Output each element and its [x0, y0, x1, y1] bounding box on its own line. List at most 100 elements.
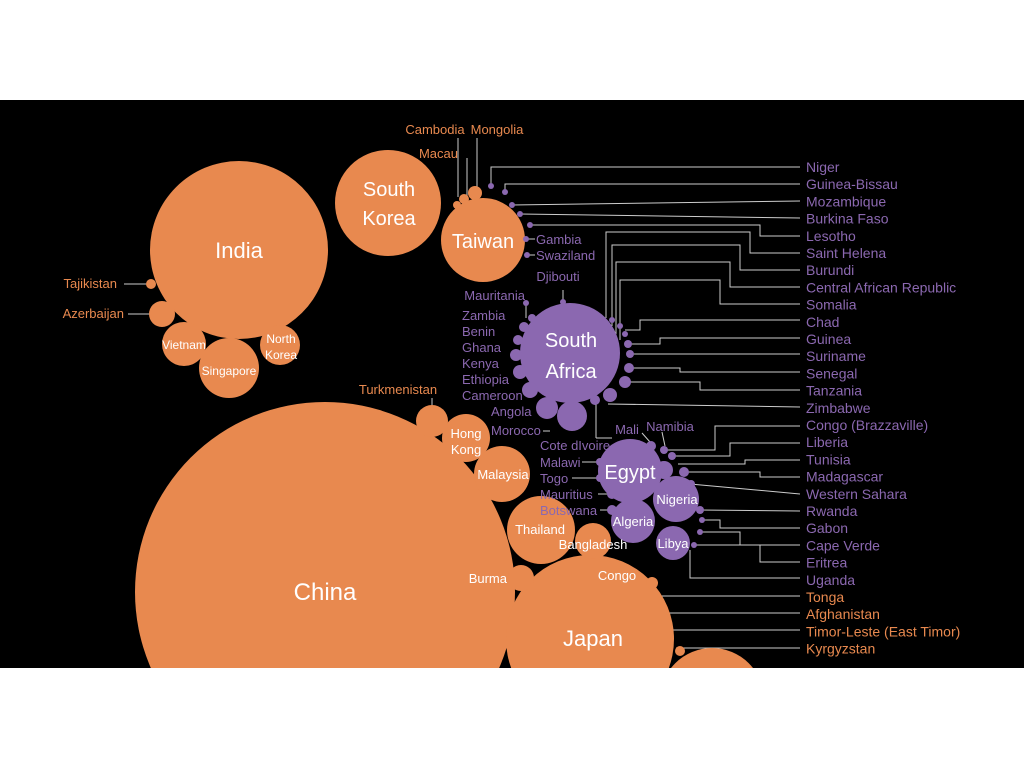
bubble-north-korea — [260, 325, 300, 365]
right-list-item: Niger — [806, 159, 840, 175]
right-list-item: Gabon — [806, 520, 848, 536]
bubble-cambodia — [453, 201, 461, 209]
bubble-south-africa — [520, 303, 620, 403]
bubble-india — [150, 161, 328, 339]
bubble-macau — [459, 194, 469, 204]
bubble-kenya — [510, 349, 522, 361]
label-thailand: Thailand — [515, 522, 565, 537]
bubble-burkina-faso — [517, 211, 523, 217]
right-list-item: Congo (Brazzaville) — [806, 417, 928, 433]
bubble-congo-small — [646, 577, 658, 589]
bubble-eritrea — [691, 542, 697, 548]
right-list-item: Rwanda — [806, 503, 858, 519]
label-namibia: Namibia — [646, 419, 694, 434]
label-mali: Mali — [615, 422, 639, 437]
bubble-swaziland — [524, 252, 530, 258]
label-singapore: Singapore — [202, 364, 257, 378]
label-mauritania: Mauritania — [464, 288, 525, 303]
right-list-item: Zimbabwe — [806, 400, 871, 416]
bubble-senegal — [624, 363, 634, 373]
bubble-libya — [656, 526, 690, 560]
bubble-cape-verde — [697, 529, 703, 535]
bubble-vietnam — [162, 322, 206, 366]
label-burma: Burma — [469, 571, 508, 586]
bubble-chart: China Japan India South Korea Taiwan Sin… — [0, 100, 1024, 668]
right-list-item: Western Sahara — [806, 486, 907, 502]
right-list-item: Madagascar — [806, 469, 883, 485]
label-turkmenistan: Turkmenistan — [359, 382, 437, 397]
label-japan: Japan — [563, 626, 623, 651]
label-cameroon: Cameroon — [462, 388, 523, 403]
right-list-item: Guinea — [806, 331, 851, 347]
bubble-lesotho — [527, 222, 533, 228]
label-south-africa-line2: Africa — [545, 361, 597, 383]
asia-white-side-labels: Burma Congo — [469, 568, 636, 586]
bubble-turkmenistan — [416, 405, 448, 437]
bubble-labels: China Japan India South Korea Taiwan Sin… — [162, 179, 698, 651]
right-list-item: Senegal — [806, 365, 857, 381]
label-vietnam: Vietnam — [162, 338, 206, 352]
label-south-africa-line1: South — [545, 330, 597, 352]
label-ghana: Ghana — [462, 340, 502, 355]
bubble-benin — [519, 322, 529, 332]
bubble-madagascar — [679, 467, 689, 477]
bubble-mozambique — [509, 202, 515, 208]
right-list-item: Guinea-Bissau — [806, 176, 898, 192]
bubble-mauritius — [607, 489, 617, 499]
bubble-malawi — [596, 458, 604, 466]
bubble-tajikistan — [146, 279, 156, 289]
bubble-angola — [536, 397, 558, 419]
bubble-western-sahara — [687, 480, 695, 488]
label-nigeria: Nigeria — [656, 492, 698, 507]
label-benin: Benin — [462, 324, 495, 339]
right-list-leaders — [490, 166, 801, 649]
right-list-item: Burundi — [806, 262, 854, 278]
bubble-algeria — [611, 499, 655, 543]
right-list-item: Timor-Leste (East Timor) — [806, 623, 960, 639]
asia-side-labels: Cambodia Mongolia Macau Tajikistan Azerb… — [63, 122, 525, 397]
label-india: India — [215, 238, 263, 263]
bubble-mali — [646, 441, 656, 451]
bubble-namibia — [660, 446, 668, 454]
bubble-cote-divoire — [590, 395, 600, 405]
right-list-item: Lesotho — [806, 228, 856, 244]
right-list-item: Eritrea — [806, 555, 847, 571]
africa-side-labels: Gambia Swaziland Djibouti Mauritania Zam… — [462, 232, 695, 518]
label-taiwan: Taiwan — [452, 231, 514, 253]
label-malawi: Malawi — [540, 455, 581, 470]
right-list-item: Central African Republic — [806, 279, 956, 295]
bubble-azerbaijan — [149, 301, 175, 327]
right-list-item: Somalia — [806, 297, 857, 313]
label-libya: Libya — [657, 536, 689, 551]
label-algeria: Algeria — [613, 514, 654, 529]
label-morocco: Morocco — [491, 423, 541, 438]
bubble-burma — [508, 565, 534, 591]
bubble-malaysia — [474, 446, 530, 502]
label-kenya: Kenya — [462, 356, 500, 371]
bubble-thailand — [507, 496, 575, 564]
label-mongolia: Mongolia — [471, 122, 525, 137]
bubble-mongolia — [468, 186, 482, 200]
bubble-taiwan — [441, 198, 525, 282]
bubble-ethiopia — [513, 365, 527, 379]
right-list-item: Cape Verde — [806, 537, 880, 553]
bubble-morocco — [557, 401, 587, 431]
bubble-zambia — [528, 314, 536, 322]
label-zambia: Zambia — [462, 308, 506, 323]
label-botswana: Botswana — [540, 503, 598, 518]
right-list-item: Afghanistan — [806, 606, 880, 622]
right-list-item: Suriname — [806, 348, 866, 364]
bubble-china — [135, 402, 515, 668]
bubble-liberia — [668, 452, 676, 460]
bubble-guinea — [624, 340, 632, 348]
bubble-tunisia — [655, 461, 673, 479]
bubble-zimbabwe — [603, 388, 617, 402]
label-north-korea-line1: North — [266, 332, 295, 346]
bubble-kyrgyzstan — [675, 646, 685, 656]
bubble-south-korea — [335, 150, 441, 256]
label-angola: Angola — [491, 404, 532, 419]
bubble-guinea-bissau — [502, 189, 508, 195]
label-hong-kong-line1: Hong — [450, 426, 481, 441]
bubble-somalia — [617, 323, 623, 329]
